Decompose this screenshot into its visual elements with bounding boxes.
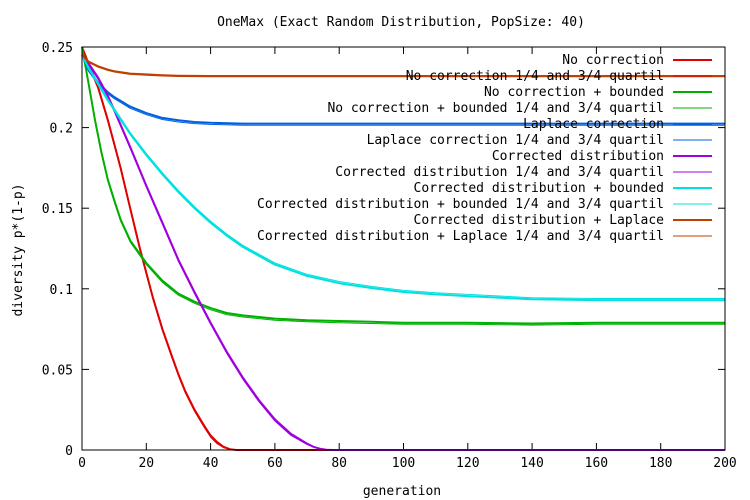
legend-label: Corrected distribution + Laplace 1/4 and… [257,229,664,244]
x-tick-label: 40 [203,456,219,471]
x-tick-label: 120 [456,456,479,471]
chart-title: OneMax (Exact Random Distribution, PopSi… [217,15,585,30]
series-line-11 [81,54,725,77]
series-line-12 [81,54,725,78]
y-axis-label: diversity p*(1-p) [11,183,26,316]
legend-label: Laplace correction 1/4 and 3/4 quartil [367,133,664,148]
y-tick-label: 0.2 [50,122,73,137]
y-tick-label: 0.25 [42,41,73,56]
legend-label: No correction + bounded [484,85,664,100]
y-tick-label: 0.05 [42,363,73,378]
axis-ticks: 0 20 40 60 80 100 120 140 160 180 200 0 0.05 0.1 0.15 0… [42,41,737,471]
x-tick-label: 180 [649,456,672,471]
y-tick-label: 0.1 [50,283,73,298]
series-line-9 [81,54,725,302]
x-axis-label: generation [363,484,441,499]
x-tick-label: 80 [331,456,347,471]
legend-label: No correction [562,53,664,68]
legend-label: Corrected distribution + bounded [414,181,664,196]
legend-label: Corrected distribution 1/4 and 3/4 quart… [335,165,664,180]
x-tick-label: 60 [267,456,283,471]
series-line-6 [81,54,725,126]
x-tick-label: 100 [392,456,415,471]
plot-frame [81,46,726,451]
legend-label: Laplace correction [523,117,664,132]
x-tick-label: 0 [78,456,86,471]
series-line-4 [81,46,725,326]
legend-label: Corrected distribution [492,149,664,164]
series-line-5 [81,54,725,125]
legend-label: No correction + bounded 1/4 and 3/4 quar… [327,101,664,116]
x-tick-label: 20 [138,456,154,471]
legend-label: Corrected distribution + bounded 1/4 and… [257,197,664,212]
y-tick-label: 0 [65,444,73,459]
x-tick-label: 200 [713,456,736,471]
x-tick-label: 140 [520,456,543,471]
legend-label: No correction 1/4 and 3/4 quartil [406,69,664,84]
legend-label: Corrected distribution + Laplace [414,213,665,228]
series-line-10 [81,54,725,299]
y-tick-label: 0.15 [42,202,73,217]
x-tick-label: 160 [585,456,608,471]
